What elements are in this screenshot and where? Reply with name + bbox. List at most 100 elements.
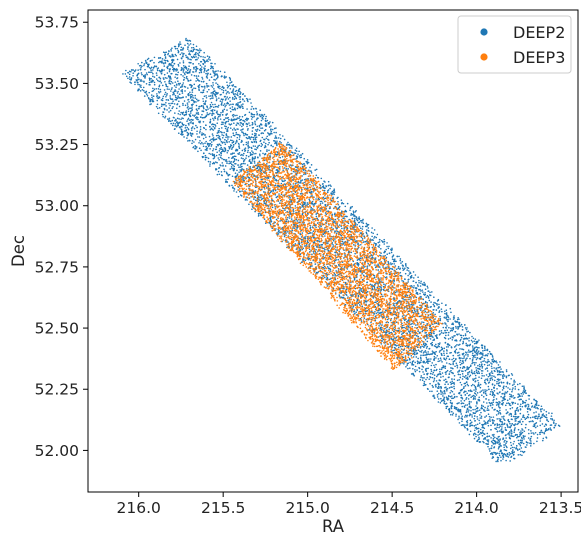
data-point	[247, 127, 249, 130]
data-point	[200, 49, 202, 52]
data-point	[423, 346, 425, 349]
data-point	[458, 402, 460, 404]
data-point	[205, 140, 207, 143]
data-point	[230, 148, 233, 150]
data-point	[238, 151, 241, 154]
data-point	[210, 85, 213, 87]
data-point	[478, 436, 480, 439]
data-point	[215, 169, 217, 171]
data-point	[267, 139, 270, 141]
data-point	[212, 148, 215, 150]
data-point	[473, 389, 475, 391]
data-point	[205, 136, 207, 138]
data-point	[416, 369, 418, 371]
data-point	[351, 213, 354, 216]
data-point	[306, 254, 308, 256]
data-point	[249, 162, 252, 165]
data-point	[279, 140, 281, 143]
data-point	[153, 76, 156, 78]
data-point	[494, 376, 497, 379]
data-point	[431, 384, 434, 387]
data-point	[230, 160, 232, 163]
data-point	[505, 459, 507, 462]
data-point	[420, 345, 422, 348]
data-point	[422, 366, 425, 368]
data-point	[407, 367, 409, 370]
data-point	[381, 328, 383, 331]
data-point	[194, 97, 197, 99]
data-point	[146, 73, 148, 76]
data-point	[257, 156, 259, 159]
data-point	[244, 162, 246, 165]
data-point	[460, 323, 463, 326]
data-point	[236, 117, 239, 119]
data-point	[492, 404, 494, 406]
data-point	[512, 415, 515, 418]
data-point	[420, 376, 422, 379]
data-point	[505, 442, 507, 445]
data-point	[228, 136, 230, 138]
data-point	[457, 317, 459, 319]
data-point	[477, 340, 479, 343]
data-point	[255, 130, 258, 133]
data-point	[451, 358, 453, 361]
data-point	[420, 359, 422, 362]
data-point	[268, 196, 271, 198]
data-point	[164, 91, 167, 94]
data-point	[534, 431, 537, 434]
data-point	[461, 388, 463, 391]
data-point	[418, 301, 420, 303]
data-point	[242, 124, 245, 126]
data-point	[492, 435, 495, 437]
data-point	[247, 142, 249, 145]
data-point	[350, 251, 353, 254]
data-point	[226, 160, 228, 163]
data-point	[529, 416, 532, 419]
data-point	[473, 342, 476, 345]
data-point	[513, 397, 515, 399]
data-point	[480, 417, 483, 419]
data-point	[470, 369, 473, 371]
data-point	[529, 439, 531, 441]
data-point	[184, 44, 186, 46]
data-point	[243, 119, 245, 122]
data-point	[434, 366, 436, 369]
data-point	[157, 88, 160, 90]
data-point	[209, 95, 212, 97]
data-point	[357, 217, 360, 220]
data-point	[451, 382, 453, 385]
data-point	[463, 424, 465, 426]
data-point	[421, 379, 424, 382]
data-point	[479, 391, 481, 393]
data-point	[424, 342, 427, 345]
data-point	[200, 149, 202, 152]
data-point	[131, 69, 133, 71]
data-point	[487, 424, 490, 427]
data-point	[483, 357, 486, 360]
data-point	[550, 415, 553, 417]
data-point	[260, 196, 262, 199]
data-point	[481, 356, 484, 358]
data-point	[493, 367, 495, 369]
data-point	[491, 407, 494, 409]
data-point	[224, 125, 226, 127]
data-point	[430, 301, 432, 303]
data-point	[256, 125, 259, 128]
data-point	[354, 287, 357, 290]
data-point	[346, 268, 349, 270]
data-point	[439, 342, 441, 344]
data-point	[205, 156, 208, 159]
data-point	[187, 128, 190, 131]
data-point	[420, 295, 422, 298]
data-point	[127, 71, 130, 74]
data-point	[536, 425, 539, 427]
data-point	[216, 117, 219, 119]
data-point	[509, 460, 511, 462]
data-point	[223, 168, 225, 171]
data-point	[427, 290, 429, 292]
data-point	[213, 78, 215, 81]
data-point	[373, 286, 376, 288]
data-point	[185, 71, 187, 73]
data-point	[474, 408, 476, 411]
data-point	[321, 276, 323, 279]
